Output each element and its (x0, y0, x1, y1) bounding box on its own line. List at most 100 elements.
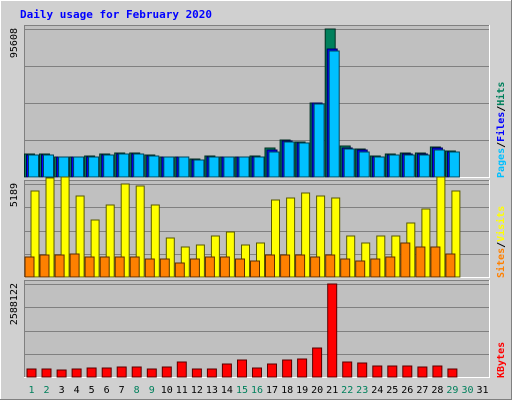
legend-entry: Sites (495, 248, 507, 278)
legend-entry: Files (495, 112, 507, 142)
bar-visits-day-23 (361, 242, 371, 278)
x-axis-labels: 1 2 3 4 5 6 7 8 9 10 11 12 13 14 15 16 17 18 19 20 21 22 23 24 2… (28, 385, 488, 396)
x-tick-label: 8 (134, 385, 140, 396)
x-tick-label: 6 (104, 385, 110, 396)
x-tick-label: 18 (281, 385, 293, 396)
bar-pages-day-27 (418, 154, 430, 178)
legend-entry: Visits (495, 206, 507, 242)
bar-pages-day-21 (328, 50, 340, 178)
bar-sites-day-29 (445, 253, 456, 278)
bar-kbytes-day-4 (71, 368, 82, 378)
bar-pages-day-28 (433, 149, 445, 178)
bar-sites-day-24 (370, 258, 381, 278)
bar-sites-day-5 (84, 256, 95, 278)
x-tick-label: 30 (461, 385, 473, 396)
bar-pages-day-10 (163, 156, 175, 178)
bar-visits-day-18 (286, 197, 296, 278)
panel-visits: 5189 Sites/Visits (9, 176, 507, 278)
panel-kbytes: 2588122 KBytes (9, 280, 507, 378)
bar-kbytes-day-25 (387, 365, 398, 378)
panel-background (24, 280, 490, 378)
bar-visits-day-17 (271, 199, 280, 278)
bar-pages-day-22 (343, 148, 355, 178)
bar-pages-day-14 (223, 156, 235, 178)
bar-pages-day-11 (178, 156, 190, 178)
bar-kbytes-day-16 (252, 367, 262, 378)
bar-kbytes-day-13 (206, 368, 217, 378)
bar-visits-day-4 (75, 195, 85, 278)
bar-sites-day-26 (400, 242, 411, 278)
bar-pages-day-25 (388, 154, 400, 178)
x-tick-label: 16 (251, 385, 263, 396)
bar-kbytes-day-6 (101, 367, 112, 378)
bar-pages-day-4 (73, 156, 85, 178)
panel-background (24, 25, 490, 178)
x-tick-label: 21 (326, 385, 338, 396)
bar-kbytes-day-28 (432, 365, 443, 378)
x-tick-label: 17 (266, 385, 278, 396)
bar-visits-day-28 (436, 176, 446, 278)
bar-kbytes-day-5 (86, 367, 97, 378)
x-tick-label: 20 (311, 385, 323, 396)
bar-visits-day-21 (331, 197, 341, 278)
bar-sites-day-10 (159, 258, 170, 278)
x-tick-label: 9 (149, 385, 155, 396)
bar-visits-day-3 (60, 176, 70, 278)
x-tick-label: 4 (74, 385, 80, 396)
bar-kbytes-day-27 (417, 366, 428, 378)
x-tick-label: 13 (206, 385, 218, 396)
x-tick-label: 22 (341, 385, 353, 396)
bar-pages-day-23 (358, 151, 370, 178)
bar-kbytes-day-11 (176, 361, 187, 378)
bar-sites-day-18 (280, 254, 291, 278)
x-tick-label: 12 (191, 385, 203, 396)
bar-visits-day-16 (256, 242, 265, 278)
bar-pages-day-18 (283, 141, 295, 178)
bar-pages-day-9 (148, 155, 160, 178)
x-tick-label: 28 (431, 385, 443, 396)
legend-entry: Pages (496, 148, 507, 178)
x-tick-label: 26 (401, 385, 413, 396)
bar-pages-day-20 (313, 103, 325, 178)
bar-sites-day-22 (340, 258, 351, 278)
bar-sites-day-14 (219, 256, 230, 278)
bar-visits-day-19 (301, 192, 311, 278)
bar-kbytes-day-20 (312, 347, 323, 378)
legend-entry: / (496, 106, 507, 112)
bar-sites-day-16 (250, 260, 260, 278)
bar-visits-day-1 (30, 190, 40, 278)
bar-kbytes-day-12 (191, 368, 202, 378)
x-tick-label: 25 (386, 385, 398, 396)
panel-legend: Sites/Visits (495, 206, 507, 278)
bar-kbytes-day-14 (221, 363, 232, 378)
bar-sites-day-19 (295, 254, 306, 278)
bar-pages-day-6 (103, 154, 115, 178)
panels-layer: 95608 Pages/Files/Hits5189Sites/Visits258… (9, 25, 507, 378)
legend-entry: / (496, 242, 507, 248)
legend-entry: / (496, 142, 507, 148)
bar-sites-day-20 (310, 256, 321, 278)
bar-kbytes-day-29 (447, 368, 458, 378)
bar-visits-day-29 (451, 190, 461, 278)
bar-pages-day-13 (208, 156, 220, 178)
x-tick-label: 11 (176, 385, 188, 396)
panel-requests: 95608 Pages/Files/Hits (9, 25, 507, 178)
bar-pages-day-5 (88, 156, 100, 178)
bar-sites-day-11 (174, 262, 185, 278)
bar-visits-day-6 (105, 204, 115, 278)
x-tick-label: 7 (119, 385, 125, 396)
bar-pages-day-8 (133, 153, 145, 178)
bar-pages-day-17 (268, 151, 280, 178)
bar-kbytes-day-19 (297, 358, 308, 378)
panel-legend: Pages/Files/Hits (495, 82, 507, 178)
bar-visits-day-22 (346, 235, 356, 278)
bar-kbytes-day-17 (267, 363, 277, 378)
bar-kbytes-day-7 (116, 366, 127, 378)
bar-pages-day-16 (253, 156, 265, 178)
bar-visits-day-20 (316, 195, 326, 278)
bar-sites-day-1 (24, 256, 35, 278)
bar-visits-day-27 (421, 208, 431, 278)
bar-visits-day-14 (225, 231, 235, 278)
bar-pages-day-2 (43, 154, 54, 178)
panel-max-label: 95608 (9, 28, 20, 58)
